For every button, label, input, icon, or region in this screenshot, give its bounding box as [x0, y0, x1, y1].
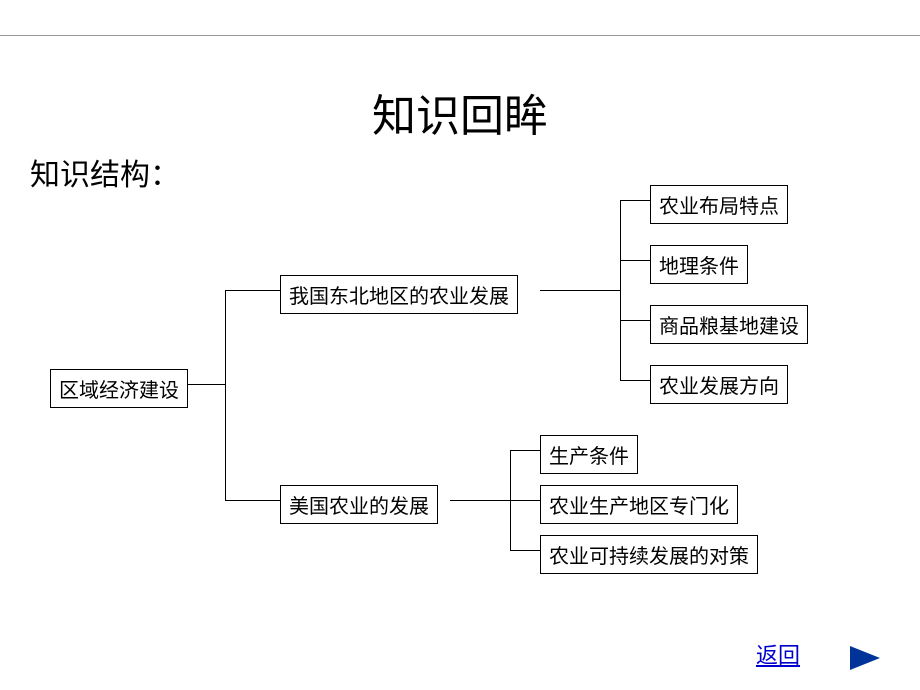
connector [540, 290, 620, 291]
leaf-node: 农业发展方向 [650, 365, 788, 404]
root-node: 区域经济建设 [50, 369, 188, 408]
leaf-node: 农业生产地区专门化 [540, 485, 738, 524]
top-divider [0, 35, 920, 36]
connector [620, 320, 650, 321]
branch-node: 美国农业的发展 [280, 485, 438, 524]
page-title: 知识回眸 [0, 80, 920, 144]
connector [620, 200, 621, 380]
connector [620, 260, 650, 261]
leaf-node: 农业可持续发展的对策 [540, 535, 758, 574]
connector [450, 500, 510, 501]
next-arrow-icon[interactable] [850, 646, 880, 670]
leaf-node: 生产条件 [540, 435, 638, 474]
connector [225, 290, 280, 291]
tree-diagram: 区域经济建设 我国东北地区的农业发展 美国农业的发展 农业布局特点 地理条件 商… [50, 180, 870, 600]
connector [620, 200, 650, 201]
connector [510, 550, 540, 551]
connector [510, 450, 540, 451]
return-link[interactable]: 返回 [756, 638, 800, 670]
connector [225, 290, 226, 500]
connector [187, 384, 225, 385]
connector [620, 380, 650, 381]
leaf-node: 地理条件 [650, 245, 748, 284]
connector [225, 500, 280, 501]
connector [510, 500, 540, 501]
leaf-node: 商品粮基地建设 [650, 305, 808, 344]
branch-node: 我国东北地区的农业发展 [280, 275, 518, 314]
leaf-node: 农业布局特点 [650, 185, 788, 224]
